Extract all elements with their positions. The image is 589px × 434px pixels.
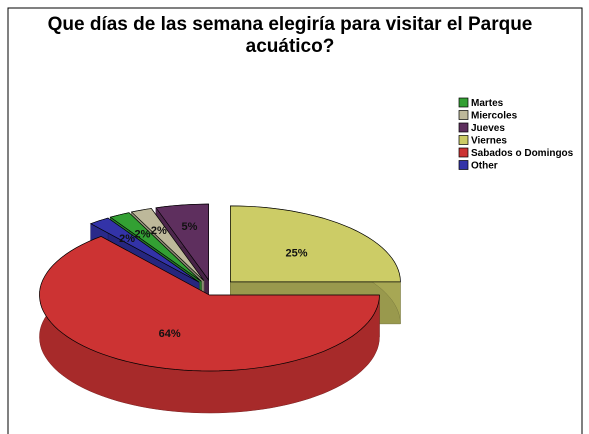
legend-label: Miercoles xyxy=(471,111,518,122)
data-label: 64% xyxy=(159,328,181,340)
chart-title: Que días de las semana elegiría para vis… xyxy=(47,14,533,57)
legend-label: Martes xyxy=(471,98,504,109)
legend-label: Other xyxy=(471,161,498,172)
legend-swatch xyxy=(458,147,469,158)
pie-slice xyxy=(39,235,380,414)
legend-swatch xyxy=(458,97,469,108)
data-label: 5% xyxy=(181,221,197,233)
data-label: 2% xyxy=(119,233,135,245)
legend-swatch xyxy=(458,160,469,170)
slice-top xyxy=(39,236,380,372)
legend-swatch xyxy=(458,135,469,145)
slice-top xyxy=(89,217,200,283)
data-label: 25% xyxy=(285,247,307,259)
legend-label: Sabados o Domingos xyxy=(471,148,574,159)
data-label: 2% xyxy=(151,225,167,237)
legend-label: Viernes xyxy=(471,136,507,147)
slice-top xyxy=(155,203,209,282)
slice-top xyxy=(130,208,205,281)
legend-swatch xyxy=(458,122,469,133)
legend-label: Jueves xyxy=(471,123,505,134)
chart-frame xyxy=(7,7,583,434)
legend-swatch xyxy=(458,110,469,120)
slice-top xyxy=(230,205,401,283)
slice-top xyxy=(109,212,202,282)
data-label: 2% xyxy=(134,228,150,240)
